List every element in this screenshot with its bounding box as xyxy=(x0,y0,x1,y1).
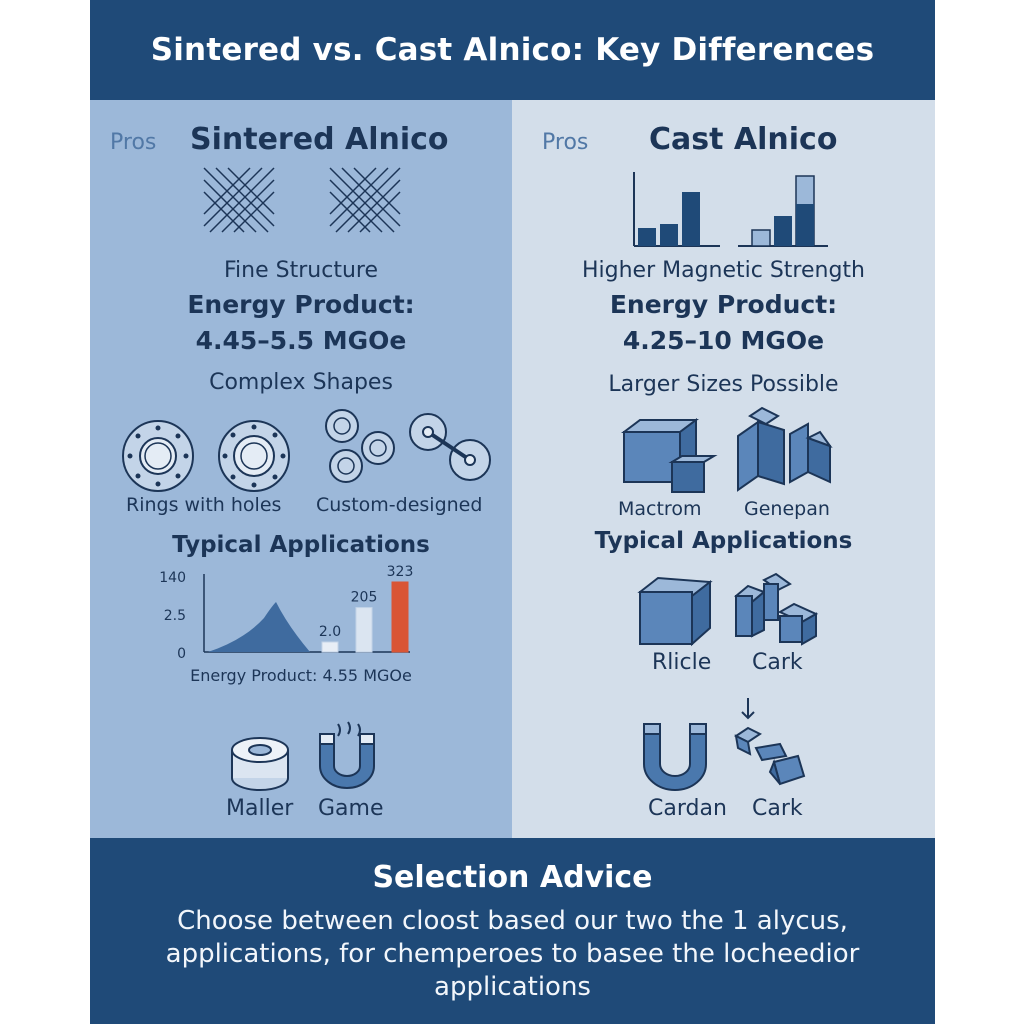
custom-link-icon xyxy=(409,413,491,481)
mesh-icon xyxy=(203,167,275,233)
y-tick-label: 140 xyxy=(159,570,186,586)
app-label: Cark xyxy=(752,796,803,821)
size-label: Mactrom xyxy=(618,498,702,520)
selection-advice: Selection Advice Choose between cloost b… xyxy=(90,838,935,1024)
applications-heading: Typical Applications xyxy=(594,528,853,554)
advice-body: Choose between cloost based our two the … xyxy=(165,906,860,1002)
chart-caption: Energy Product: 4.55 MGOe xyxy=(190,666,412,685)
energy-heading: Energy Product: xyxy=(609,290,838,319)
bracket-icon xyxy=(734,726,806,786)
app-label: Maller xyxy=(226,796,294,821)
data-label: 205 xyxy=(351,590,378,606)
y-tick-label: 0 xyxy=(177,646,186,662)
bar xyxy=(391,581,409,653)
mesh-icon xyxy=(329,167,401,233)
bar-icon xyxy=(633,172,720,247)
data-label: 2.0 xyxy=(319,624,341,640)
panel-title: Cast Alnico xyxy=(649,122,838,157)
gear-cluster-icon xyxy=(325,409,395,483)
cube-icon xyxy=(637,576,713,647)
y-tick-label: 2.5 xyxy=(164,608,186,624)
bar xyxy=(355,607,373,653)
sintered-panel: Pros Sintered Alnico Fine Structure Ener… xyxy=(90,100,512,838)
pros-label: Pros xyxy=(110,130,157,155)
area-mark xyxy=(208,602,310,652)
advice-title: Selection Advice xyxy=(372,860,653,895)
size-label: Genepan xyxy=(744,498,830,520)
blocks-icon xyxy=(734,572,819,646)
sizes-heading: Larger Sizes Possible xyxy=(608,372,839,397)
horseshoe-magnet-icon xyxy=(643,723,707,791)
app-label: Game xyxy=(318,796,384,821)
cast-panel: Pros Cast Alnico Higher Magnetic Strengt… xyxy=(512,100,935,838)
app-label: Cark xyxy=(752,650,803,675)
header-bar: Sintered vs. Cast Alnico: Key Difference… xyxy=(90,0,935,100)
app-label: Rlicle xyxy=(652,650,712,675)
bar-icon xyxy=(738,175,828,247)
page-title: Sintered vs. Cast Alnico: Key Difference… xyxy=(150,32,875,68)
energy-value: 4.25–10 MGOe xyxy=(622,326,825,355)
app-label: Cardan xyxy=(648,796,727,821)
ring-icon xyxy=(218,420,290,492)
energy-heading: Energy Product: xyxy=(187,290,415,319)
shape-label: Custom-designed xyxy=(316,494,483,516)
shape-label: Rings with holes xyxy=(126,494,282,516)
arrow-down-icon xyxy=(741,698,755,720)
shapes-heading: Complex Shapes xyxy=(209,370,393,395)
cutout-block-icon xyxy=(737,406,833,492)
applications-heading: Typical Applications xyxy=(172,532,430,558)
infographic: Sintered vs. Cast Alnico: Key Difference… xyxy=(90,0,935,1024)
ring-icon xyxy=(122,420,194,492)
energy-value: 4.45–5.5 MGOe xyxy=(195,326,407,355)
horseshoe-magnet-icon xyxy=(319,721,375,789)
bar xyxy=(321,641,339,653)
pros-label: Pros xyxy=(542,130,589,155)
energy-product-chart: 140 2.5 0 2.0 205 323 xyxy=(159,564,414,662)
strength-label: Higher Magnetic Strength xyxy=(581,258,866,283)
ring-magnet-icon xyxy=(231,737,289,791)
structure-label: Fine Structure xyxy=(224,258,378,283)
block-icon xyxy=(621,418,718,493)
data-label: 323 xyxy=(387,564,414,580)
panel-title: Sintered Alnico xyxy=(190,122,449,157)
